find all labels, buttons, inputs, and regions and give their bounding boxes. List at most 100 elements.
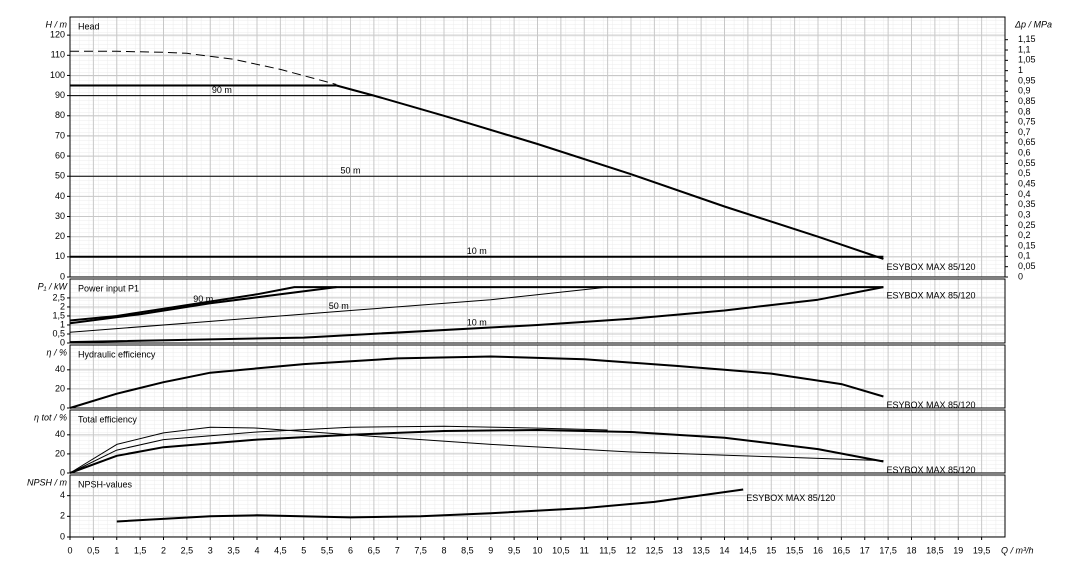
y-tick-label: 20 (55, 231, 65, 241)
curve (336, 84, 884, 260)
y2-tick-label: 0,05 (1018, 261, 1036, 271)
x-tick-label: 9,5 (508, 545, 521, 555)
x-tick-label: 12 (626, 545, 636, 555)
curve-label: 90 m (212, 85, 232, 95)
panel-title: NPSH-values (78, 479, 133, 489)
curve (70, 50, 337, 85)
x-tick-label: 13 (673, 545, 683, 555)
y-tick-label: 110 (51, 50, 65, 60)
panel-frame (69, 344, 1006, 409)
curve (69, 429, 884, 474)
y-tick-label: 30 (55, 211, 65, 221)
x-tick-label: 11,5 (599, 545, 616, 555)
y2-tick-label: 0,6 (1018, 148, 1031, 158)
y-axis-label: η / % (46, 347, 67, 357)
x-tick-label: 11 (580, 545, 589, 555)
curve-label: ESYBOX MAX 85/120 (886, 262, 975, 272)
y-tick-label: 0 (60, 402, 65, 412)
x-tick-label: 4,5 (274, 545, 287, 555)
y2-tick-label: 0,85 (1018, 96, 1036, 106)
x-tick-label: 6 (348, 545, 353, 555)
curve-label: ESYBOX MAX 85/120 (886, 465, 975, 475)
x-tick-label: 16,5 (833, 545, 851, 555)
x-tick-label: 5 (301, 545, 306, 555)
x-tick-label: 17,5 (879, 545, 897, 555)
panel-frame (69, 409, 1006, 474)
panel-frame (69, 16, 1006, 278)
panel-title: Power input P1 (78, 283, 139, 293)
x-tick-label: 17 (860, 545, 870, 555)
y-tick-label: 2 (60, 301, 65, 311)
x-tick-label: 3 (208, 545, 213, 555)
y-tick-label: 50 (55, 171, 65, 181)
y2-tick-label: 0,1 (1018, 251, 1031, 261)
curve (69, 355, 884, 409)
curve (69, 286, 884, 344)
y-tick-label: 40 (55, 429, 65, 439)
y2-tick-label: 0,7 (1018, 127, 1031, 137)
y-tick-label: 100 (50, 70, 65, 80)
curve (116, 488, 744, 523)
x-tick-label: 8 (441, 545, 446, 555)
y2-tick-label: 0,3 (1018, 209, 1031, 219)
curve-label: ESYBOX MAX 85/120 (886, 400, 975, 410)
panel-frame (69, 278, 1006, 344)
x-tick-label: 3,5 (227, 545, 240, 555)
x-tick-label: 15 (766, 545, 776, 555)
x-tick-label: 5,5 (321, 545, 334, 555)
curve-label: 10 m (467, 246, 487, 256)
y2-tick-label: 0,4 (1018, 189, 1031, 199)
y-tick-label: 1 (60, 319, 65, 329)
curve-label: 10 m (467, 318, 487, 328)
y2-tick-label: 0,9 (1018, 86, 1031, 96)
y2-tick-label: 0,25 (1018, 220, 1036, 230)
y-tick-label: 0 (60, 337, 65, 347)
y-axis-label: η tot / % (34, 412, 67, 422)
x-tick-label: 10 (532, 545, 542, 555)
y-tick-label: 10 (55, 251, 65, 261)
curve (69, 286, 337, 325)
y2-tick-label: 1,1 (1018, 44, 1031, 54)
curve (69, 286, 884, 322)
y2-tick-label: 1,05 (1018, 55, 1036, 65)
y2-tick-label: 0,45 (1018, 179, 1036, 189)
y-tick-label: 4 (60, 490, 65, 500)
y-tick-label: 2 (60, 511, 65, 521)
x-tick-label: 7 (395, 545, 400, 555)
y2-tick-label: 0,2 (1018, 230, 1031, 240)
y2-tick-label: 0 (1018, 271, 1023, 281)
x-tick-label: 0,5 (87, 545, 100, 555)
y-axis-label: P₁ / kW (38, 281, 69, 291)
y-tick-label: 20 (55, 383, 65, 393)
x-tick-label: 16 (813, 545, 823, 555)
x-tick-label: 19,5 (973, 545, 991, 555)
x-tick-label: 2 (161, 545, 166, 555)
y-tick-label: 0 (60, 467, 65, 477)
x-tick-label: 6,5 (368, 545, 381, 555)
curve (69, 426, 884, 474)
y-tick-label: 40 (55, 191, 65, 201)
curve-label: 90 m (193, 294, 213, 304)
y2-tick-label: 0,95 (1018, 75, 1036, 85)
x-tick-label: 13,5 (692, 545, 710, 555)
y2-tick-label: 0,15 (1018, 240, 1036, 250)
panel-title: Total efficiency (78, 414, 137, 424)
y2-tick-label: 0,8 (1018, 106, 1031, 116)
x-tick-label: 14,5 (739, 545, 757, 555)
y-tick-label: 70 (55, 130, 65, 140)
y-tick-label: 120 (50, 30, 65, 40)
y2-axis-label: Δp / MPa (1014, 19, 1052, 29)
panel-title: Head (78, 21, 100, 31)
x-tick-label: 4 (254, 545, 259, 555)
curve-label: ESYBOX MAX 85/120 (886, 290, 975, 300)
x-tick-label: 19 (953, 545, 963, 555)
y2-tick-label: 0,35 (1018, 199, 1036, 209)
curve (69, 286, 608, 333)
y2-tick-label: 0,65 (1018, 137, 1036, 147)
y-tick-label: 90 (55, 90, 65, 100)
y-axis-label: H / m (46, 19, 68, 29)
x-tick-label: 14 (719, 545, 729, 555)
y2-tick-label: 0,55 (1018, 158, 1036, 168)
